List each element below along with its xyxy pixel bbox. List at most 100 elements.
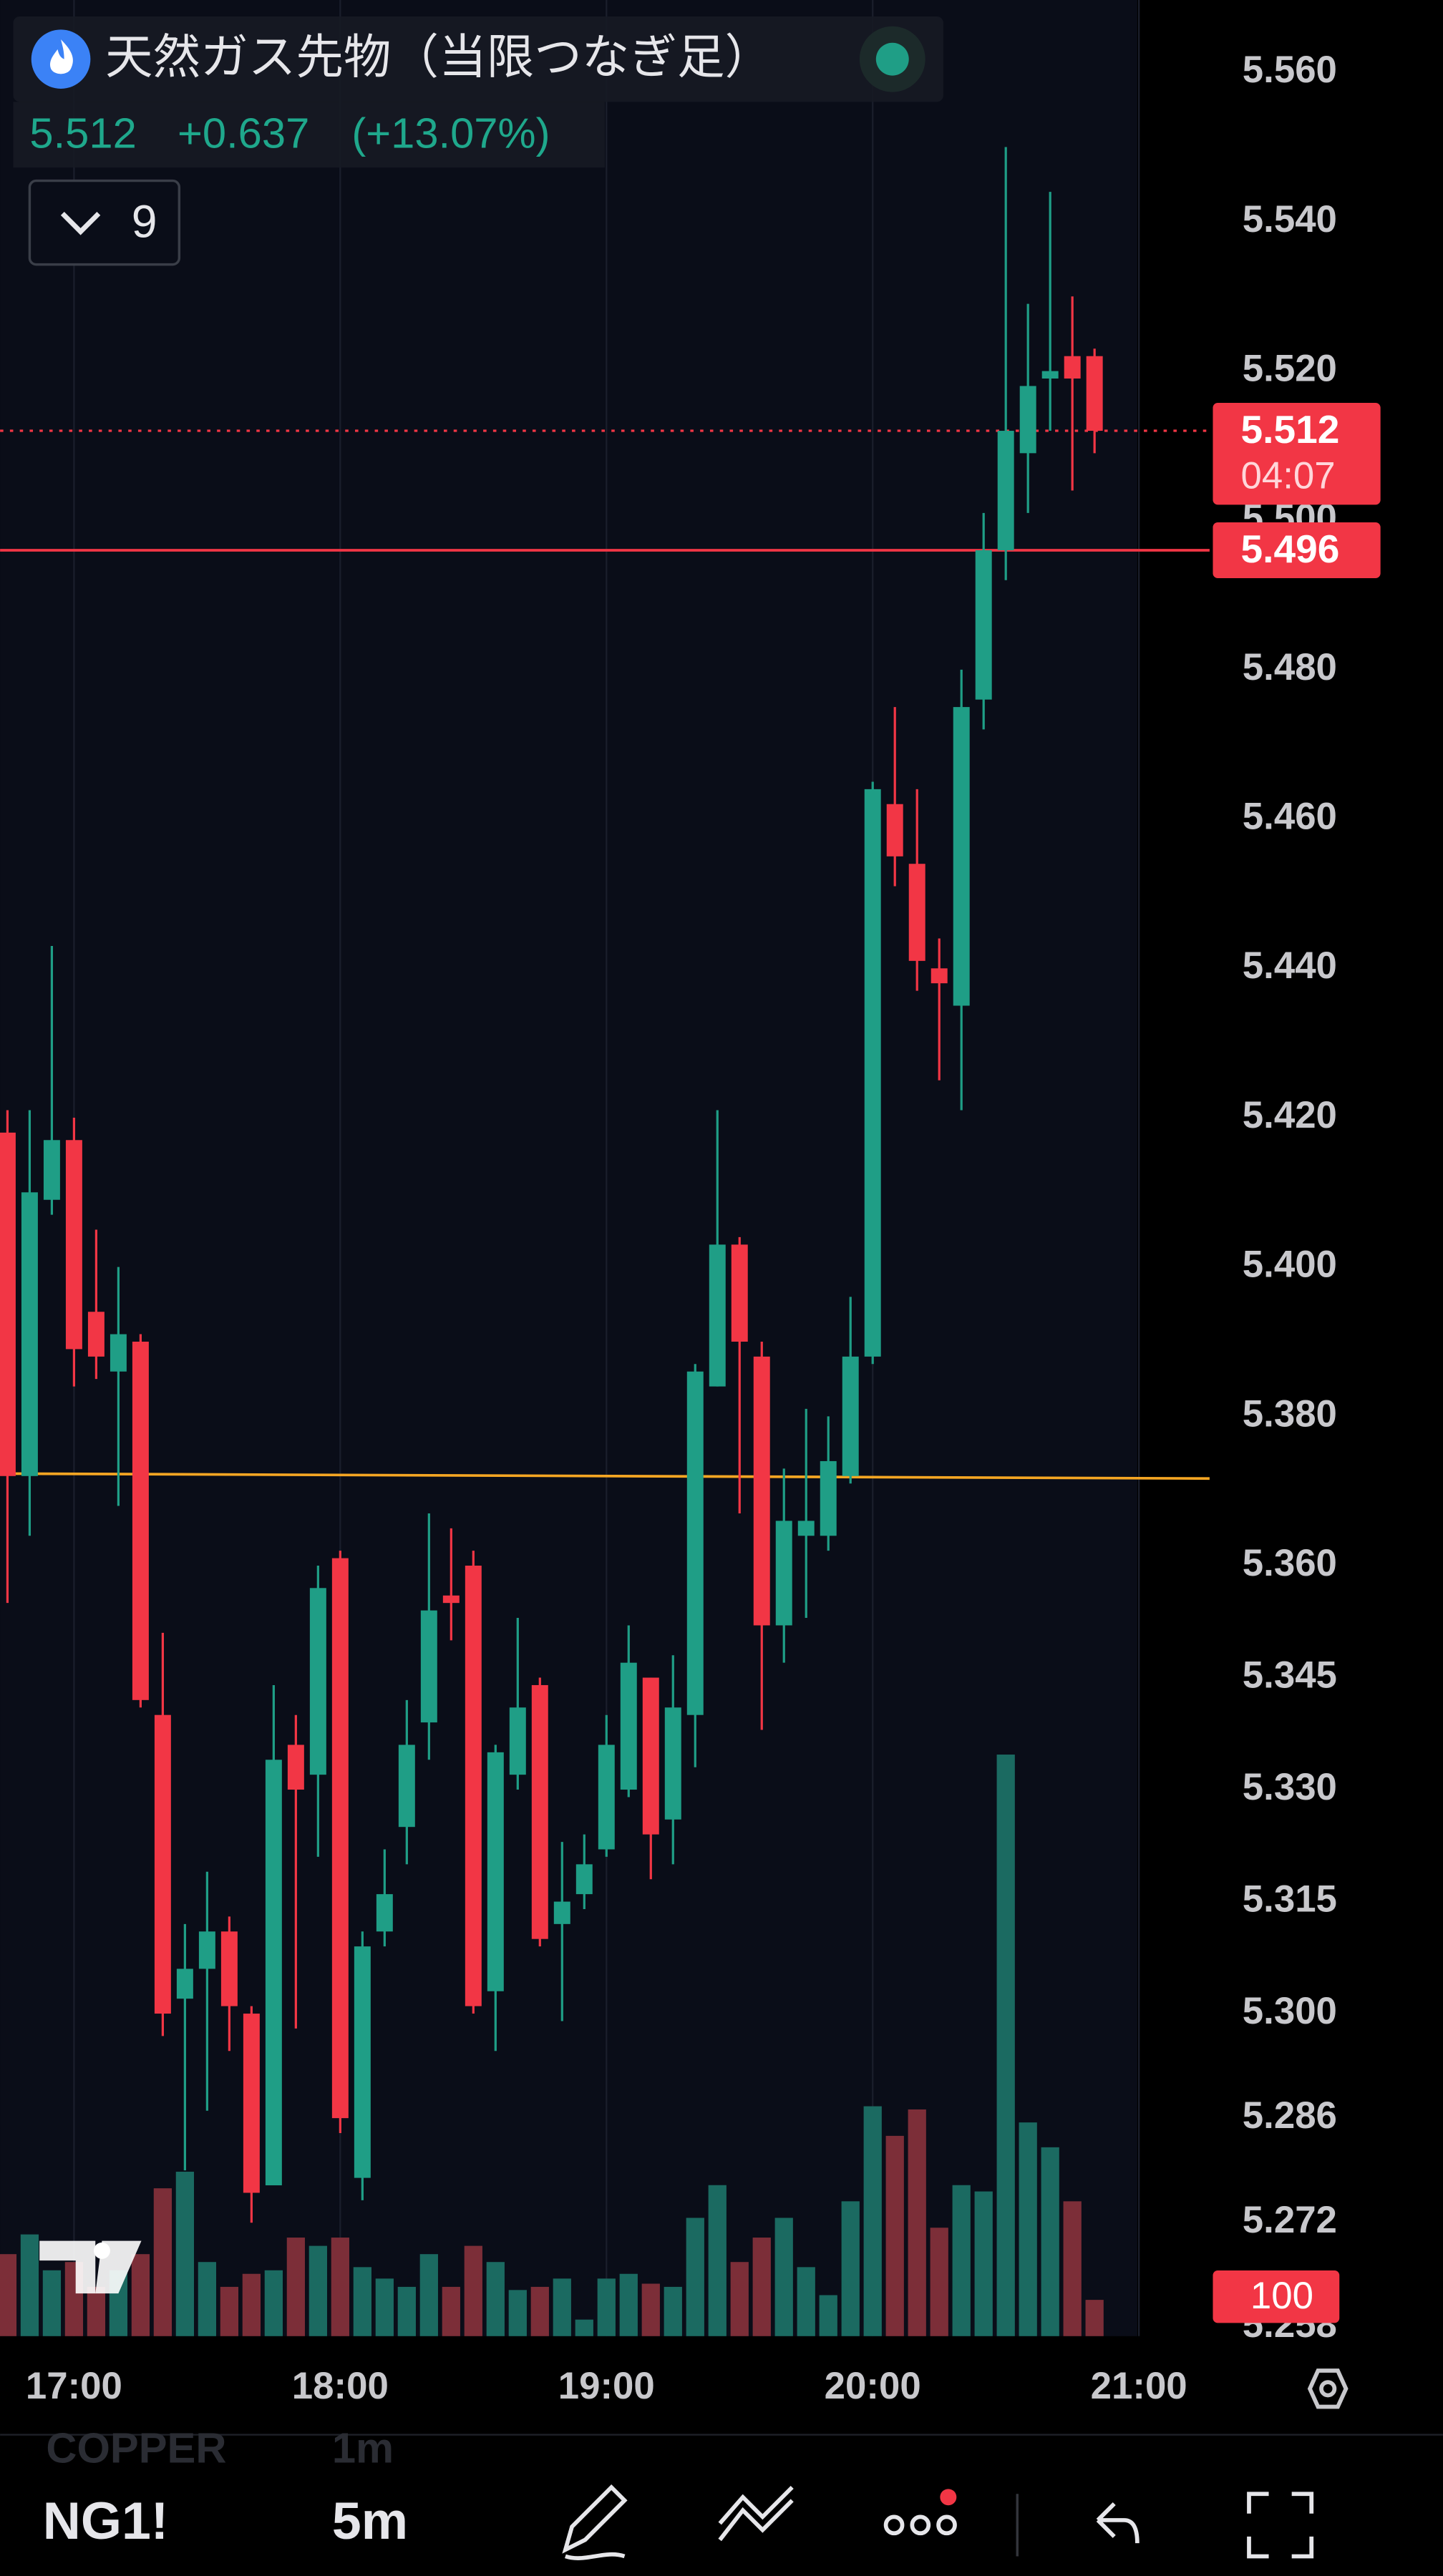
candle-body	[354, 1946, 371, 2178]
candle-body	[575, 1864, 593, 1895]
volume-bar	[730, 2262, 749, 2336]
y-tick-label: 5.380	[1243, 1392, 1337, 1435]
candle-body	[1019, 386, 1036, 454]
candle-body	[709, 1244, 726, 1387]
candle-body	[1086, 356, 1103, 431]
settings-icon[interactable]	[1307, 2368, 1349, 2409]
candle-body	[465, 1566, 482, 2006]
indicators-icon[interactable]	[718, 2485, 794, 2542]
volume-tick-label: 100	[1250, 2275, 1313, 2317]
volume-pane	[0, 1755, 1104, 2336]
volume-bar	[708, 2185, 727, 2336]
candle-body	[953, 707, 970, 1006]
candle-body	[642, 1677, 659, 1835]
volume-bar	[464, 2245, 482, 2336]
candle-body	[65, 1140, 82, 1350]
toolbar-interval[interactable]: 5m	[332, 2491, 408, 2550]
volume-bar	[619, 2273, 638, 2336]
y-tick-label: 5.560	[1243, 49, 1337, 91]
y-tick-label: 5.480	[1243, 646, 1337, 688]
quote-box	[13, 102, 605, 168]
volume-bar	[819, 2295, 837, 2336]
candle-body	[132, 1341, 149, 1700]
watermark-interval: 1m	[332, 2424, 394, 2472]
volume-tick-box	[1213, 2270, 1340, 2323]
more-icon	[910, 2514, 931, 2536]
candle-body	[908, 864, 925, 961]
volume-bar	[153, 2188, 173, 2336]
x-tick-label: 21:00	[1091, 2365, 1187, 2407]
candle-body	[731, 1244, 748, 1342]
candle-body	[997, 431, 1014, 550]
candle-body	[775, 1521, 792, 1626]
candle-body	[376, 1894, 393, 1932]
indicator-count: 9	[132, 196, 157, 248]
more-icon	[936, 2514, 957, 2536]
candle-body	[886, 804, 903, 857]
fullscreen-icon[interactable]	[1247, 2492, 1314, 2559]
candle-body	[797, 1521, 815, 1536]
plot-area	[0, 0, 1137, 2336]
candle-body	[0, 1132, 16, 1476]
y-tick-label: 5.420	[1243, 1094, 1337, 1136]
volume-bar	[664, 2286, 682, 2336]
candle-body	[620, 1662, 637, 1790]
candle-body	[43, 1140, 60, 1200]
candle-body	[110, 1334, 127, 1372]
candle-body	[598, 1745, 615, 1850]
price-change-pct: (+13.07%)	[351, 109, 550, 157]
candle-body	[931, 968, 948, 984]
candle-body	[420, 1610, 437, 1723]
current-price-label: 5.512	[1241, 407, 1340, 452]
current-price-box	[1213, 403, 1381, 505]
volume-bar	[0, 2254, 17, 2336]
candle-body	[398, 1745, 415, 1828]
candle-body	[265, 1760, 282, 2186]
volume-bar	[863, 2106, 882, 2336]
y-tick-label: 5.315	[1243, 1878, 1337, 1920]
y-tick-label: 5.345	[1243, 1654, 1337, 1696]
volume-bar	[175, 2172, 195, 2336]
candle-body	[220, 1931, 238, 2006]
volume-bar	[597, 2278, 616, 2336]
volume-bar	[486, 2262, 505, 2336]
volume-bar	[264, 2270, 283, 2336]
volume-bar	[286, 2238, 305, 2336]
y-tick-label: 5.540	[1243, 198, 1337, 240]
volume-bar	[242, 2273, 261, 2336]
volume-bar	[1063, 2201, 1082, 2336]
candle-body	[553, 1901, 570, 1924]
volume-bar	[331, 2238, 349, 2336]
indicator-toggle[interactable]	[28, 179, 181, 266]
price-axis: 5.5605.5405.5205.5005.4805.4605.4405.420…	[1243, 49, 1337, 2346]
x-tick-label: 19:00	[558, 2365, 655, 2407]
draw-icon[interactable]	[562, 2484, 628, 2560]
undo-icon[interactable]	[1096, 2502, 1140, 2544]
volume-bar	[1041, 2147, 1059, 2336]
trend-line	[0, 1472, 1210, 1480]
more-icon[interactable]	[883, 2514, 905, 2536]
volume-bar	[20, 2234, 39, 2336]
volume-bar	[508, 2290, 527, 2336]
flame-icon	[50, 39, 73, 74]
volume-bar	[42, 2270, 62, 2336]
candles	[0, 147, 1103, 2223]
volume-bar	[87, 2286, 106, 2336]
toolbar-symbol[interactable]: NG1!	[43, 2491, 169, 2550]
volume-bar	[353, 2267, 371, 2336]
volume-bar	[1085, 2300, 1104, 2336]
candle-body	[21, 1192, 38, 1476]
status-dot	[875, 42, 909, 76]
candle-body	[287, 1745, 304, 1790]
volume-bar	[553, 2278, 571, 2336]
candle-body	[531, 1684, 548, 1939]
candle-body	[842, 1356, 859, 1476]
candle-body	[509, 1707, 526, 1775]
volume-bar	[930, 2228, 948, 2336]
candle-body	[686, 1371, 704, 1715]
candle-body	[331, 1558, 349, 2119]
volume-bar	[752, 2238, 771, 2336]
logo	[39, 2240, 142, 2294]
y-tick-label: 5.300	[1243, 1990, 1337, 2032]
x-tick-label: 20:00	[825, 2365, 921, 2407]
